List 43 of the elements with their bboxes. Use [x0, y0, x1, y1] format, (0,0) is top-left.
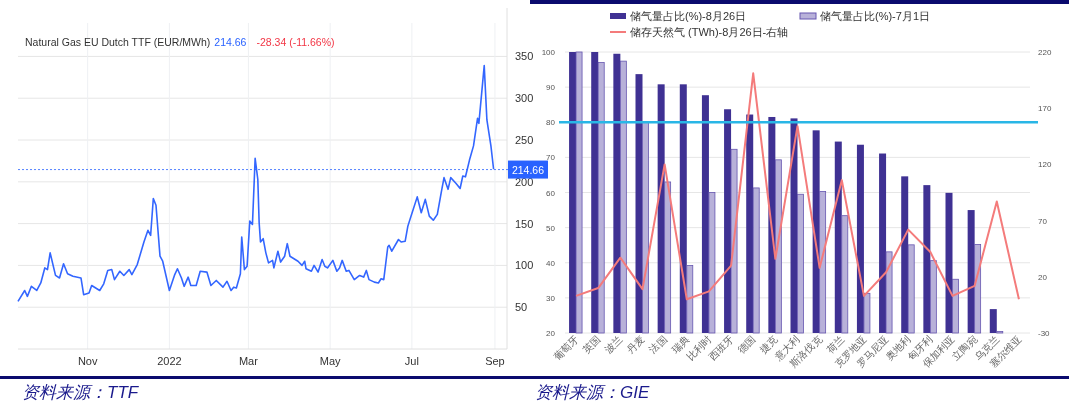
x-tick-label: 法国 — [647, 333, 670, 356]
x-tick-label: 英国 — [580, 333, 603, 356]
y-tick-label: 100 — [515, 259, 534, 272]
y-tick-label: 300 — [515, 92, 534, 105]
y-tick-label: 50 — [515, 301, 528, 314]
y2-tick-label: -30 — [1038, 329, 1051, 338]
text: 资料来源：GIE — [535, 383, 650, 402]
x-tick-label: 2022 — [157, 355, 182, 367]
y-tick-label: 50 — [546, 223, 556, 233]
annotation: 214.66 — [214, 36, 247, 48]
y-tick-label: 60 — [546, 188, 556, 198]
text: Natural Gas EU Dutch TTF (EUR/MWh) — [25, 36, 211, 48]
text: 资料来源：TTF — [22, 383, 140, 402]
legend-label: 储气量占比(%)-7月1日 — [820, 10, 931, 22]
y-tick-label: 30 — [546, 293, 556, 303]
y-tick-label: 250 — [515, 134, 534, 147]
x-tick-label: 丹麦 — [624, 333, 647, 356]
y2-tick-label: 120 — [1038, 160, 1052, 170]
y-tick-label: 150 — [515, 217, 534, 230]
y-tick-label: 90 — [546, 83, 556, 93]
y-tick-label: 20 — [546, 329, 556, 338]
y2-tick-label: 220 — [1038, 48, 1052, 57]
annotation: -28.34 (-11.66%) — [256, 36, 335, 48]
y-tick-label: 350 — [515, 50, 534, 63]
line-series — [575, 72, 1020, 301]
y-tick-label: 70 — [546, 153, 556, 163]
y-tick-label: 100 — [541, 48, 556, 57]
ref-line-label: 214.66 — [511, 163, 545, 176]
legend-label: 储存天然气 (TWh)-8月26日-右轴 — [630, 26, 789, 38]
y2-tick-label: 170 — [1038, 104, 1052, 114]
legend-label: 储气量占比(%)-8月26日 — [630, 10, 747, 22]
x-tick-label: Nov — [77, 355, 98, 367]
x-tick-label: May — [319, 355, 342, 367]
y2-tick-label: 20 — [1038, 272, 1048, 282]
x-tick-label: 波兰 — [602, 333, 625, 356]
x-tick-label: 德国 — [735, 333, 758, 356]
x-tick-label: Jul — [404, 355, 419, 367]
y-tick-label: 80 — [546, 118, 556, 128]
x-tick-label: Mar — [238, 355, 259, 367]
y-tick-label: 200 — [515, 175, 534, 188]
x-tick-label: Sep — [485, 355, 505, 367]
y-tick-label: 40 — [546, 258, 556, 268]
y2-tick-label: 70 — [1038, 216, 1048, 226]
